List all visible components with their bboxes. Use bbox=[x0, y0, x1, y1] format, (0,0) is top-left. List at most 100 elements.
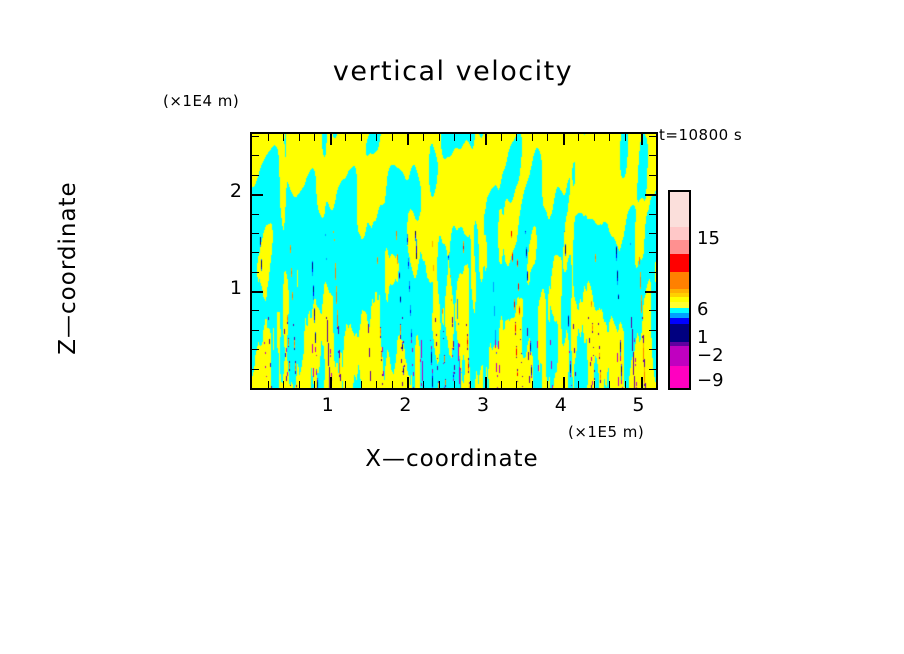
axis-tick bbox=[267, 381, 269, 388]
timestamp-annotation: t=10800 s bbox=[659, 126, 743, 144]
y-tick-label: 2 bbox=[229, 180, 242, 203]
x-axis-unit-label: (×1E5 m) bbox=[568, 423, 645, 441]
x-tick-label: 2 bbox=[399, 394, 412, 416]
axis-tick bbox=[649, 174, 656, 176]
axis-tick bbox=[469, 381, 471, 388]
axis-tick bbox=[438, 381, 440, 388]
axis-tick bbox=[252, 310, 259, 312]
colorbar-band bbox=[670, 341, 689, 346]
axis-tick bbox=[252, 194, 263, 197]
colorbar-band bbox=[670, 302, 689, 308]
colorbar bbox=[668, 190, 691, 390]
axis-tick bbox=[649, 271, 656, 273]
x-tick-label: 3 bbox=[477, 394, 490, 416]
axis-tick bbox=[547, 134, 549, 141]
axis-tick bbox=[252, 271, 259, 273]
axis-tick bbox=[252, 174, 259, 176]
axis-tick bbox=[252, 349, 259, 351]
axis-tick bbox=[407, 377, 410, 388]
axis-tick bbox=[360, 134, 362, 141]
axis-tick bbox=[376, 134, 378, 141]
axis-tick bbox=[649, 155, 656, 157]
axis-tick bbox=[649, 368, 656, 370]
axis-tick bbox=[578, 134, 580, 141]
axis-tick bbox=[360, 381, 362, 388]
axis-tick bbox=[531, 134, 533, 141]
axis-tick bbox=[252, 252, 259, 254]
axis-tick bbox=[391, 381, 393, 388]
axis-tick bbox=[649, 232, 656, 234]
axis-tick bbox=[485, 377, 488, 388]
colorbar-tick-label: −9 bbox=[697, 370, 724, 391]
axis-tick bbox=[283, 381, 285, 388]
colorbar-band bbox=[670, 366, 689, 388]
axis-tick bbox=[252, 213, 259, 215]
velocity-field-heatmap bbox=[252, 134, 656, 388]
axis-tick bbox=[252, 135, 259, 137]
axis-tick bbox=[547, 381, 549, 388]
axis-tick bbox=[640, 134, 643, 145]
axis-tick bbox=[252, 155, 259, 157]
axis-tick bbox=[624, 381, 626, 388]
colorbar-band bbox=[670, 272, 689, 289]
colorbar-tick-label: −2 bbox=[697, 345, 724, 366]
axis-tick bbox=[252, 291, 263, 294]
colorbar-band bbox=[670, 312, 689, 318]
axis-tick bbox=[593, 381, 595, 388]
axis-tick bbox=[649, 135, 656, 137]
colorbar-band bbox=[670, 293, 689, 298]
axis-tick bbox=[345, 134, 347, 141]
axis-tick bbox=[516, 381, 518, 388]
axis-tick bbox=[298, 381, 300, 388]
axis-tick bbox=[454, 134, 455, 141]
colorbar-tick-label: 6 bbox=[697, 299, 709, 320]
axis-tick bbox=[609, 381, 611, 388]
y-tick-label: 1 bbox=[229, 277, 242, 300]
axis-tick bbox=[329, 377, 332, 388]
axis-tick bbox=[649, 329, 656, 331]
axis-tick bbox=[314, 134, 316, 141]
axis-tick bbox=[422, 134, 424, 141]
axis-tick bbox=[345, 381, 347, 388]
colorbar-band bbox=[670, 307, 689, 313]
axis-tick bbox=[422, 381, 424, 388]
axis-tick bbox=[645, 291, 656, 294]
colorbar-tick-label: 1 bbox=[697, 327, 709, 348]
colorbar-band bbox=[670, 240, 689, 254]
axis-tick bbox=[283, 134, 285, 141]
axis-tick bbox=[376, 381, 378, 388]
axis-tick bbox=[391, 134, 393, 141]
axis-tick bbox=[649, 213, 656, 215]
axis-tick bbox=[649, 310, 656, 312]
chart-title: vertical velocity bbox=[332, 56, 574, 87]
axis-tick bbox=[645, 194, 656, 197]
axis-tick bbox=[252, 232, 259, 234]
axis-tick bbox=[578, 381, 580, 388]
axis-tick bbox=[329, 134, 332, 145]
axis-tick bbox=[469, 134, 471, 141]
contour-plot-area bbox=[250, 132, 658, 390]
x-tick-label: 1 bbox=[321, 394, 334, 416]
axis-tick bbox=[562, 134, 565, 145]
axis-tick bbox=[531, 381, 533, 388]
axis-tick bbox=[438, 134, 440, 141]
axis-tick bbox=[485, 134, 488, 145]
colorbar-band bbox=[670, 192, 689, 228]
y-axis-unit-label: (×1E4 m) bbox=[163, 92, 240, 110]
axis-tick bbox=[609, 134, 611, 141]
colorbar-band bbox=[670, 253, 689, 273]
colorbar-band bbox=[670, 227, 689, 241]
x-tick-label: 5 bbox=[632, 394, 645, 416]
axis-tick bbox=[252, 368, 259, 370]
colorbar-band bbox=[670, 317, 689, 324]
x-tick-label: 4 bbox=[554, 394, 567, 416]
axis-tick bbox=[649, 349, 656, 351]
colorbar-band bbox=[670, 345, 689, 367]
y-axis-title: Z—coordinate bbox=[55, 181, 81, 355]
axis-tick bbox=[516, 134, 518, 141]
colorbar-band bbox=[670, 297, 689, 303]
axis-tick bbox=[500, 134, 502, 141]
axis-tick bbox=[593, 134, 595, 141]
axis-tick bbox=[649, 252, 656, 254]
